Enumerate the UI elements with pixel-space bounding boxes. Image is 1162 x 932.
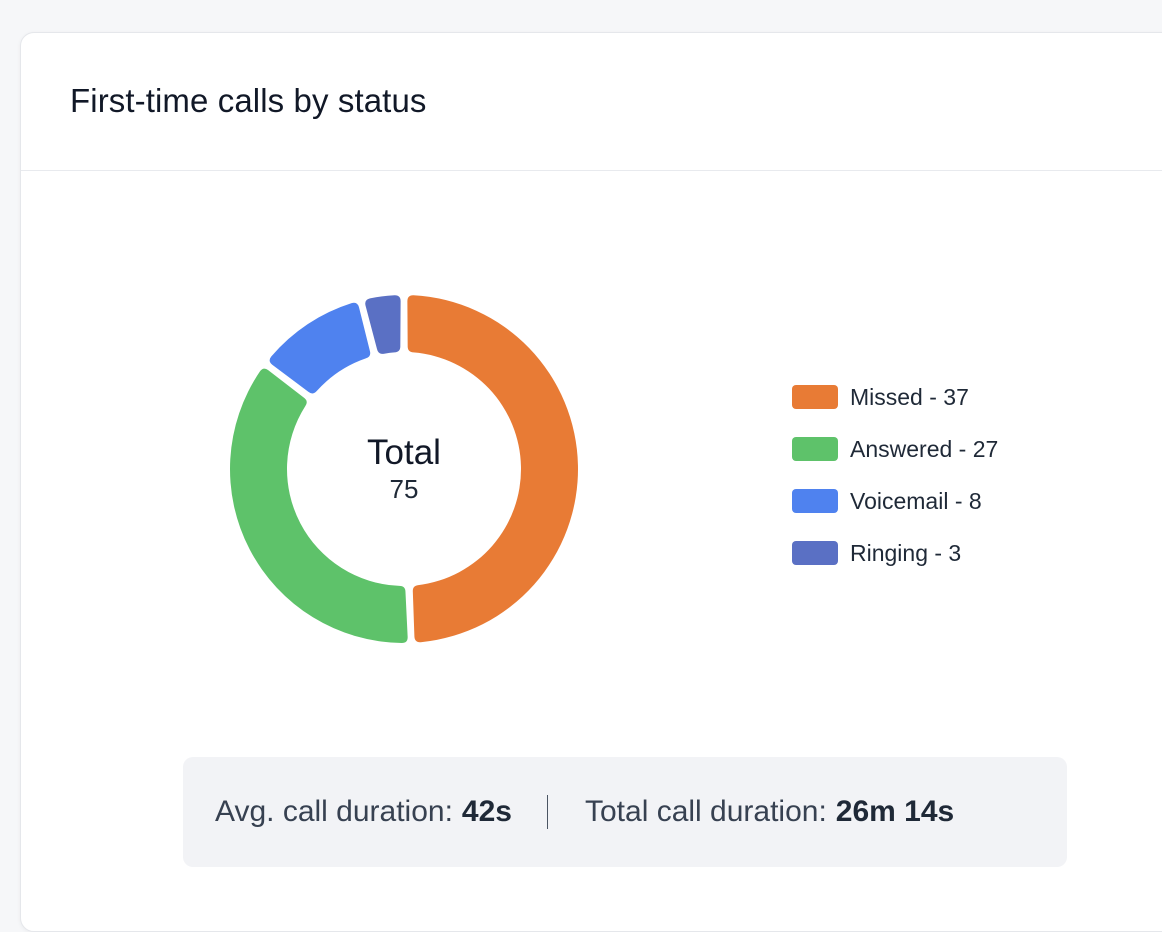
- avg-duration-label: Avg. call duration:: [215, 795, 453, 828]
- legend-swatch: [792, 541, 838, 565]
- donut-slice-missed[interactable]: [407, 295, 579, 643]
- legend-item-ringing[interactable]: Ringing - 3: [792, 527, 998, 579]
- card-header: First-time calls by status: [21, 33, 1162, 171]
- avg-duration-value: 42s: [461, 795, 512, 828]
- legend-swatch: [792, 385, 838, 409]
- donut-slice-voicemail[interactable]: [269, 302, 371, 394]
- legend-label: Missed - 37: [850, 383, 969, 410]
- legend-item-missed[interactable]: Missed - 37: [792, 371, 998, 423]
- donut-slice-answered[interactable]: [230, 368, 408, 643]
- legend-label: Answered - 27: [850, 435, 999, 462]
- card-title: First-time calls by status: [70, 81, 427, 119]
- legend-item-voicemail[interactable]: Voicemail - 8: [792, 475, 998, 527]
- donut-slice-ringing[interactable]: [365, 295, 401, 354]
- call-duration-summary: Avg. call duration: 42s Total call durat…: [183, 757, 1067, 867]
- total-duration-label: Total call duration:: [584, 795, 827, 828]
- summary-divider: [546, 795, 548, 829]
- legend-item-answered[interactable]: Answered - 27: [792, 423, 998, 475]
- legend-swatch: [792, 437, 838, 461]
- legend-label: Voicemail - 8: [850, 487, 982, 514]
- legend-label: Ringing - 3: [850, 539, 962, 566]
- legend-swatch: [792, 489, 838, 513]
- chart-legend: Missed - 37 Answered - 27 Voicemail - 8 …: [792, 371, 998, 579]
- calls-status-card: First-time calls by status Total 75 Miss…: [20, 32, 1162, 932]
- donut-chart: Total 75: [226, 291, 582, 647]
- donut-chart-svg: [230, 295, 579, 643]
- total-duration-value: 26m 14s: [835, 795, 955, 828]
